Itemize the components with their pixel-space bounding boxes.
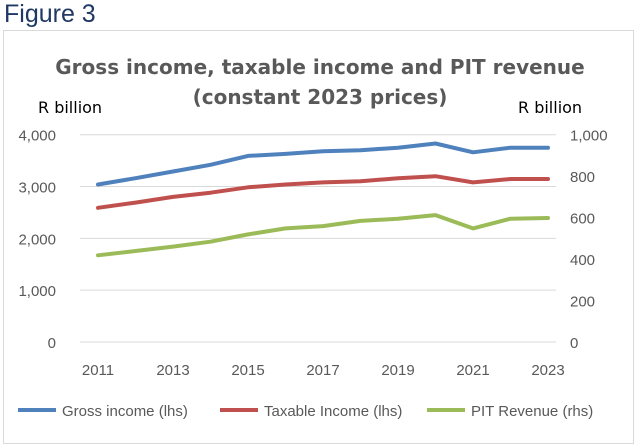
y-tick-label-right: 200 bbox=[570, 294, 595, 311]
x-tick-label: 2019 bbox=[381, 362, 414, 379]
series-line-0 bbox=[96, 141, 550, 187]
y-axis-label-left: R billion bbox=[38, 98, 102, 117]
x-tick-label: 2023 bbox=[531, 362, 564, 379]
y-tick-label-left: 0 bbox=[48, 335, 56, 352]
y-tick-label-right: 0 bbox=[570, 335, 578, 352]
y-tick-label-right: 1,000 bbox=[570, 128, 608, 145]
legend-label: Gross income (lhs) bbox=[62, 403, 188, 420]
y-tick-label-left: 1,000 bbox=[18, 283, 56, 300]
x-tick-label: 2021 bbox=[456, 362, 489, 379]
chart-subtitle: (constant 2023 prices) bbox=[193, 85, 448, 109]
y-tick-label-left: 4,000 bbox=[18, 128, 56, 145]
legend-label: PIT Revenue (rhs) bbox=[471, 403, 593, 420]
x-tick-label: 2013 bbox=[156, 362, 189, 379]
y-tick-label-right: 400 bbox=[570, 252, 595, 269]
y-tick-label-right: 800 bbox=[570, 169, 595, 186]
x-tick-label: 2017 bbox=[306, 362, 339, 379]
y-axis-label-right: R billion bbox=[518, 98, 582, 117]
x-tick-label: 2011 bbox=[82, 362, 114, 379]
legend-label: Taxable Income (lhs) bbox=[264, 403, 402, 420]
series-line-1 bbox=[96, 174, 550, 210]
y-tick-label-right: 600 bbox=[570, 211, 595, 228]
chart-frame bbox=[3, 30, 634, 444]
chart-title: Gross income, taxable income and PIT rev… bbox=[55, 55, 584, 79]
figure-label: Figure 3 bbox=[4, 0, 96, 28]
series-line-2 bbox=[96, 213, 550, 258]
y-tick-label-left: 3,000 bbox=[18, 180, 56, 197]
y-tick-label-left: 2,000 bbox=[18, 231, 56, 248]
x-tick-label: 2015 bbox=[231, 362, 264, 379]
